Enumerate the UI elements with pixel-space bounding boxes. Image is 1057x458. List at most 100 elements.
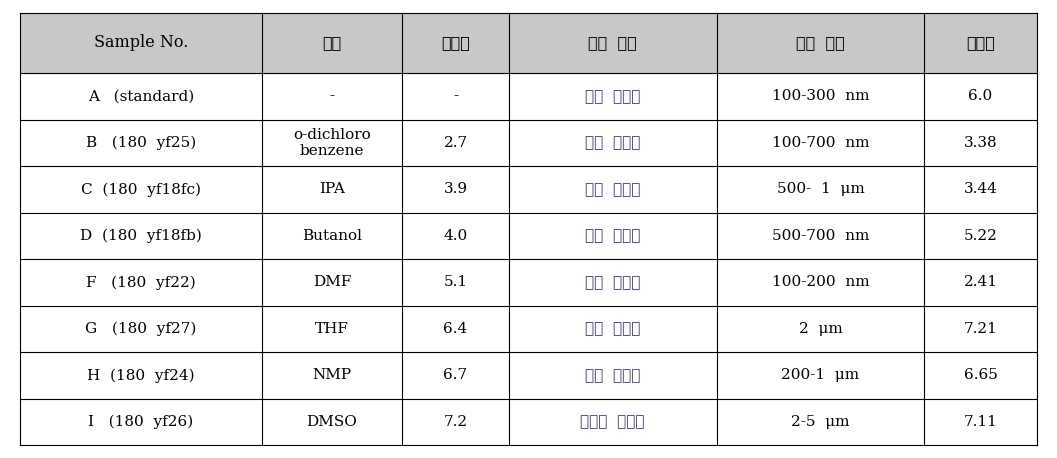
Text: 100-700  nm: 100-700 nm xyxy=(772,136,869,150)
Bar xyxy=(262,73,402,120)
Bar xyxy=(402,73,508,120)
Bar xyxy=(717,120,924,166)
Text: 2.41: 2.41 xyxy=(964,275,998,289)
Text: G   (180  yf27): G (180 yf27) xyxy=(86,322,197,336)
Bar xyxy=(717,166,924,213)
Text: 입자  크기: 입자 크기 xyxy=(796,36,845,50)
Text: -: - xyxy=(330,89,335,104)
Bar xyxy=(717,399,924,445)
Text: 결정성: 결정성 xyxy=(966,36,995,50)
Bar xyxy=(717,259,924,306)
Bar xyxy=(717,213,924,259)
Text: Sample No.: Sample No. xyxy=(94,34,188,51)
Text: o-dichloro
benzene: o-dichloro benzene xyxy=(293,128,371,158)
Bar xyxy=(402,166,508,213)
Bar xyxy=(402,13,508,73)
Bar xyxy=(20,166,262,213)
Text: DMSO: DMSO xyxy=(307,415,357,429)
Text: D  (180  yf18fb): D (180 yf18fb) xyxy=(80,229,202,243)
Text: H  (180  yf24): H (180 yf24) xyxy=(88,368,194,383)
Bar xyxy=(402,259,508,306)
Bar xyxy=(508,120,717,166)
Bar xyxy=(924,306,1037,352)
Bar xyxy=(262,213,402,259)
Bar xyxy=(508,306,717,352)
Bar xyxy=(717,306,924,352)
Text: 둥근  타원형: 둥근 타원형 xyxy=(585,229,641,244)
Text: 100-300  nm: 100-300 nm xyxy=(772,89,869,104)
Text: 2  μm: 2 μm xyxy=(799,322,842,336)
Bar xyxy=(20,259,262,306)
Text: 7.21: 7.21 xyxy=(964,322,998,336)
Bar xyxy=(508,166,717,213)
Text: THF: THF xyxy=(315,322,349,336)
Text: 둥근  타원형: 둥근 타원형 xyxy=(585,89,641,104)
Bar xyxy=(20,120,262,166)
Bar xyxy=(717,352,924,399)
Text: 2.7: 2.7 xyxy=(444,136,467,150)
Text: 500-700  nm: 500-700 nm xyxy=(772,229,869,243)
Bar xyxy=(924,166,1037,213)
Text: 6.0: 6.0 xyxy=(968,89,993,104)
Bar xyxy=(924,13,1037,73)
Bar xyxy=(262,399,402,445)
Text: 마름모  판상형: 마름모 판상형 xyxy=(580,414,645,430)
Text: F   (180  yf22): F (180 yf22) xyxy=(87,275,196,289)
Text: C  (180  yf18fc): C (180 yf18fc) xyxy=(81,182,201,196)
Text: 5.22: 5.22 xyxy=(964,229,998,243)
Text: 6.7: 6.7 xyxy=(444,369,467,382)
Text: 4.0: 4.0 xyxy=(443,229,467,243)
Bar xyxy=(402,120,508,166)
Text: 용매: 용매 xyxy=(322,36,341,50)
Text: Butanol: Butanol xyxy=(302,229,361,243)
Text: 둥근  막대형: 둥근 막대형 xyxy=(585,182,641,197)
Bar xyxy=(508,259,717,306)
Text: 극성도: 극성도 xyxy=(441,36,470,50)
Bar xyxy=(402,306,508,352)
Bar xyxy=(717,73,924,120)
Text: 200-1  μm: 200-1 μm xyxy=(781,369,859,382)
Bar xyxy=(262,166,402,213)
Bar xyxy=(508,213,717,259)
Bar xyxy=(262,352,402,399)
Bar xyxy=(262,13,402,73)
Bar xyxy=(402,352,508,399)
Text: A   (standard): A (standard) xyxy=(88,89,194,104)
Text: 6.4: 6.4 xyxy=(443,322,467,336)
Bar xyxy=(20,352,262,399)
Text: -: - xyxy=(453,89,458,104)
Text: 둥근  막대형: 둥근 막대형 xyxy=(585,275,641,290)
Text: 5.1: 5.1 xyxy=(444,275,467,289)
Bar xyxy=(262,259,402,306)
Bar xyxy=(924,120,1037,166)
Bar xyxy=(262,120,402,166)
Bar xyxy=(717,13,924,73)
Bar xyxy=(262,306,402,352)
Text: NMP: NMP xyxy=(313,369,352,382)
Text: 3.44: 3.44 xyxy=(964,182,998,196)
Text: 입자  모양: 입자 모양 xyxy=(589,36,637,50)
Bar xyxy=(924,352,1037,399)
Text: 둥근  막대형: 둥근 막대형 xyxy=(585,136,641,151)
Bar xyxy=(20,13,262,73)
Bar xyxy=(508,352,717,399)
Bar xyxy=(508,73,717,120)
Text: I   (180  yf26): I (180 yf26) xyxy=(89,415,193,429)
Text: 6.65: 6.65 xyxy=(964,369,998,382)
Text: 500-  1  μm: 500- 1 μm xyxy=(777,182,865,196)
Bar xyxy=(20,399,262,445)
Bar xyxy=(508,13,717,73)
Text: 100-200  nm: 100-200 nm xyxy=(772,275,869,289)
Bar xyxy=(402,213,508,259)
Text: B   (180  yf25): B (180 yf25) xyxy=(86,136,197,150)
Text: 둥근  막대형: 둥근 막대형 xyxy=(585,368,641,383)
Bar xyxy=(924,399,1037,445)
Text: 둥근  타원형: 둥근 타원형 xyxy=(585,322,641,337)
Bar xyxy=(924,213,1037,259)
Text: IPA: IPA xyxy=(319,182,345,196)
Bar xyxy=(20,73,262,120)
Text: 7.2: 7.2 xyxy=(444,415,467,429)
Bar xyxy=(20,306,262,352)
Text: DMF: DMF xyxy=(313,275,351,289)
Bar xyxy=(20,213,262,259)
